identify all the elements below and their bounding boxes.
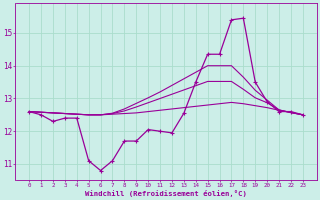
X-axis label: Windchill (Refroidissement éolien,°C): Windchill (Refroidissement éolien,°C)	[85, 190, 247, 197]
